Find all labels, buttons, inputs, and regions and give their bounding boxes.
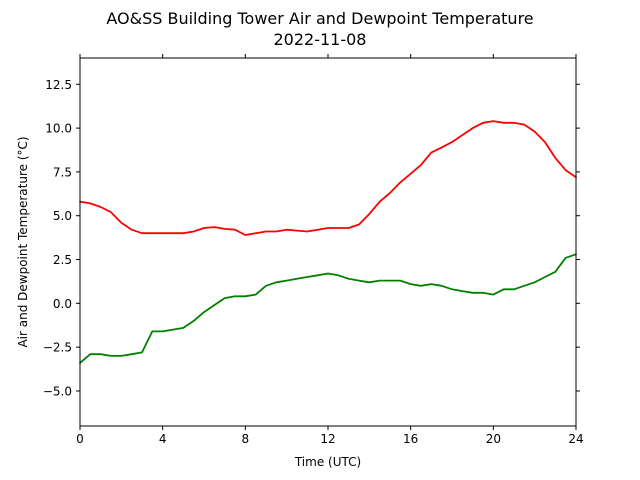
x-tick-label: 8	[242, 432, 250, 446]
y-tick-label: 7.5	[53, 165, 72, 179]
x-axis-label: Time (UTC)	[294, 455, 361, 469]
y-tick-label: −5.0	[43, 384, 72, 398]
y-tick-label: 0.0	[53, 297, 72, 311]
y-axis-label: Air and Dewpoint Temperature (°C)	[16, 136, 30, 347]
y-tick-label: 5.0	[53, 209, 72, 223]
x-tick-label: 12	[320, 432, 335, 446]
x-tick-label: 24	[568, 432, 583, 446]
x-tick-label: 4	[159, 432, 167, 446]
series-line-1	[79, 120, 577, 236]
x-tick-label: 16	[403, 432, 418, 446]
plot-frame	[79, 57, 577, 427]
x-tick-label: 20	[486, 432, 501, 446]
x-tick-label: 0	[76, 432, 84, 446]
series-line-2	[79, 253, 577, 364]
chart-title: AO&SS Building Tower Air and Dewpoint Te…	[106, 9, 533, 28]
chart-subtitle: 2022-11-08	[274, 30, 367, 49]
y-tick-label: −2.5	[43, 341, 72, 355]
y-tick-label: 10.0	[45, 122, 72, 136]
plot-area	[79, 120, 577, 364]
y-tick-label: 12.5	[45, 78, 72, 92]
axes: 0 4 8 12 16 20 24 −5.0 −2.5 0.0 2.5 5.0 7.5 10.0 12.5	[43, 54, 584, 446]
y-tick-label: 2.5	[53, 253, 72, 267]
